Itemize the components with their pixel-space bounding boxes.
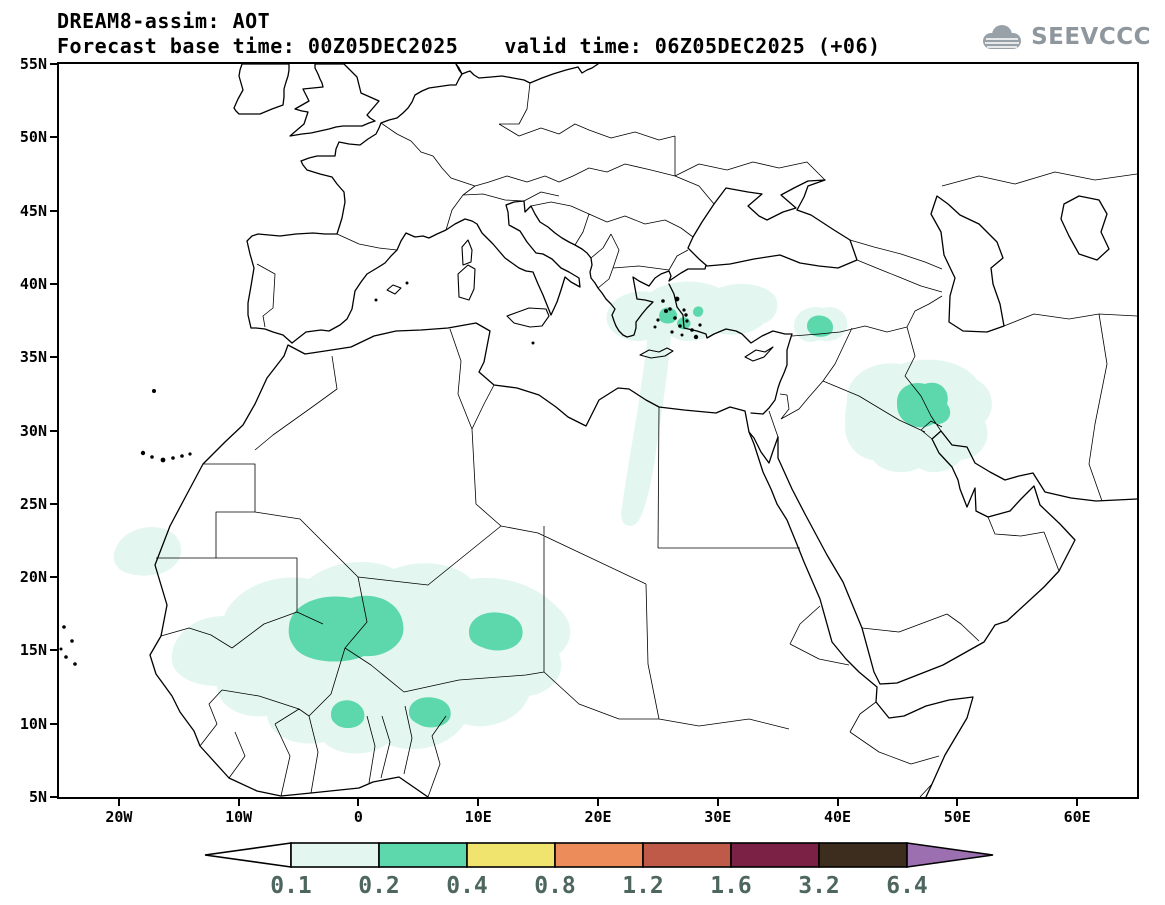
lat-tick-label: 35N: [19, 348, 47, 367]
colorbar-segment-0.8: [554, 842, 644, 868]
lat-tick-label: 20N: [19, 568, 47, 587]
coastline-levant-turkey: [668, 283, 793, 415]
coastline-ireland: [233, 64, 290, 115]
lon-tick-label: 20W: [105, 808, 133, 826]
colorbar-tick-label: 0.8: [534, 873, 576, 899]
lat-tick-mark: [50, 502, 57, 505]
lon-tick-label: 20E: [584, 808, 612, 826]
island-corsica: [461, 239, 473, 266]
aral-sea: [1060, 195, 1110, 261]
colorbar-tick-label: 0.4: [446, 873, 488, 899]
lon-tick-label: 10W: [225, 808, 253, 826]
colorbar-tick-label: 1.2: [622, 873, 664, 899]
lat-tick-label: 25N: [19, 494, 47, 513]
forecast-base-time-label: Forecast base time: 00Z05DEC2025: [57, 34, 459, 58]
coastline-arabia-iran: [777, 430, 1137, 685]
lon-tick-mark: [716, 799, 719, 806]
aot-band-0.1-0.2: [113, 281, 992, 754]
lat-tick-mark: [50, 282, 57, 285]
country-borders: [156, 82, 1137, 797]
coastline-mediterranean-north: [291, 200, 707, 344]
islands: [386, 239, 774, 362]
coastline-britain: [289, 64, 380, 137]
colorbar-segment-1.6: [730, 842, 820, 868]
seevccc-logo: SEEVCCC: [978, 22, 1151, 52]
lat-tick-mark: [50, 649, 57, 652]
lon-tick-label: 40E: [824, 808, 852, 826]
lat-tick-label: 45N: [19, 201, 47, 220]
lat-tick-mark: [50, 576, 57, 579]
colorbar-segment-0.4: [466, 842, 556, 868]
lat-tick-label: 15N: [19, 641, 47, 660]
lon-tick-mark: [237, 799, 240, 806]
colorbar-segment-0.2: [378, 842, 468, 868]
small-islands: [59, 281, 702, 666]
lon-tick-mark: [477, 799, 480, 806]
island-cyprus: [744, 346, 774, 362]
colorbar-tick-label: 1.6: [710, 873, 752, 899]
island-sicily: [506, 307, 550, 328]
black-sea: [687, 179, 858, 269]
lat-tick-label: 5N: [28, 788, 47, 806]
logo-text: SEEVCCC: [1031, 24, 1151, 50]
lat-tick-label: 10N: [19, 714, 47, 733]
colorbar-tick-label: 0.1: [270, 873, 312, 899]
coastline-baltic: [455, 64, 599, 84]
colorbar-segment-3.2: [818, 842, 908, 868]
colorbar-tick-label: 3.2: [798, 873, 840, 899]
island-sardinia: [457, 264, 476, 301]
forecast-map: [59, 64, 1137, 797]
colorbar-left-arrow: [204, 842, 292, 868]
map-frame: 55N 50N 45N 40N 35N 30N 25N 20N 15N 10N 5N 20W 10W 0 1…: [20, 55, 1139, 826]
lat-tick-label: 55N: [19, 55, 47, 73]
lon-tick-mark: [1076, 799, 1079, 806]
lon-tick-label: 60E: [1063, 808, 1091, 826]
lon-tick-label: 0: [353, 808, 363, 826]
lat-tick-label: 40N: [19, 274, 47, 293]
colorbar-segment-1.2: [642, 842, 732, 868]
island-crete: [639, 347, 674, 359]
lon-tick-mark: [117, 799, 120, 806]
aot-band-0.2-0.4: [288, 306, 951, 729]
lon-tick-label: 50E: [943, 808, 971, 826]
coastline-sinai: [748, 431, 779, 464]
plot-subtitle: Forecast base time: 00Z05DEC2025 valid t…: [57, 34, 881, 58]
lat-tick-mark: [50, 209, 57, 212]
lat-tick-mark: [50, 356, 57, 359]
lat-tick-label: 50N: [19, 128, 47, 147]
cloud-icon: [983, 25, 1022, 49]
lat-tick-mark: [50, 429, 57, 432]
coastline-atlantic-europe: [246, 64, 463, 344]
lon-tick-label: 10E: [464, 808, 492, 826]
colorbar-right-arrow: [906, 842, 994, 868]
lon-tick-mark: [357, 799, 360, 806]
valid-time-label: valid time: 06Z05DEC2025 (+06): [504, 34, 881, 58]
lat-tick-mark: [50, 722, 57, 725]
lon-tick-mark: [956, 799, 959, 806]
colorbar-tick-label: 0.2: [358, 873, 400, 899]
caspian-sea: [930, 195, 1005, 333]
colorbar: 0.1 0.2 0.4 0.8 1.2 1.6 3.2 6.4: [204, 842, 994, 899]
plot-title: DREAM8-assim: AOT: [57, 9, 271, 33]
lon-tick-label: 30E: [704, 808, 732, 826]
lat-tick-label: 30N: [19, 421, 47, 440]
lat-tick-mark: [50, 136, 57, 139]
lat-tick-mark: [50, 796, 57, 798]
lon-tick-mark: [836, 799, 839, 806]
island-mallorca: [386, 284, 402, 295]
lon-tick-mark: [597, 799, 599, 806]
lat-tick-mark: [50, 63, 57, 65]
colorbar-segment-0.1: [290, 842, 380, 868]
colorbar-tick-label: 6.4: [886, 873, 928, 899]
